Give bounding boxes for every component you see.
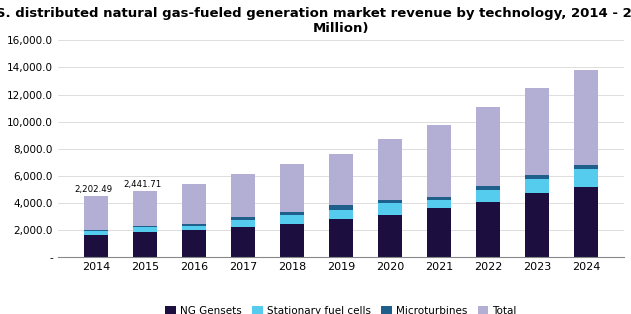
Bar bbox=[574, 165, 598, 169]
Bar bbox=[378, 203, 402, 215]
Bar bbox=[280, 224, 304, 257]
Bar bbox=[574, 187, 598, 257]
Bar bbox=[476, 190, 500, 202]
Bar bbox=[133, 227, 157, 232]
Bar bbox=[83, 235, 108, 257]
Bar bbox=[230, 220, 255, 227]
Bar bbox=[280, 215, 304, 224]
Bar bbox=[427, 208, 451, 257]
Bar bbox=[378, 200, 402, 203]
Bar bbox=[182, 226, 206, 230]
Bar bbox=[378, 139, 402, 200]
Bar bbox=[329, 219, 353, 257]
Bar bbox=[427, 197, 451, 200]
Bar bbox=[476, 107, 500, 186]
Bar bbox=[525, 89, 550, 175]
Bar bbox=[230, 174, 255, 217]
Bar bbox=[280, 212, 304, 215]
Bar bbox=[182, 224, 206, 226]
Bar bbox=[427, 200, 451, 208]
Bar bbox=[230, 217, 255, 220]
Bar bbox=[83, 230, 108, 231]
Bar bbox=[280, 164, 304, 212]
Text: 2,441.71: 2,441.71 bbox=[123, 180, 162, 189]
Bar bbox=[182, 184, 206, 224]
Bar bbox=[329, 205, 353, 209]
Bar bbox=[133, 191, 157, 225]
Bar bbox=[329, 209, 353, 219]
Bar bbox=[525, 175, 550, 179]
Bar bbox=[476, 186, 500, 190]
Bar bbox=[230, 227, 255, 257]
Bar bbox=[83, 231, 108, 235]
Bar bbox=[182, 230, 206, 257]
Bar bbox=[427, 125, 451, 197]
Bar bbox=[574, 70, 598, 165]
Bar bbox=[476, 202, 500, 257]
Bar bbox=[133, 225, 157, 227]
Title: U.S. distributed natural gas-fueled generation market revenue by technology, 201: U.S. distributed natural gas-fueled gene… bbox=[0, 7, 631, 35]
Bar bbox=[133, 232, 157, 257]
Bar bbox=[83, 196, 108, 230]
Bar bbox=[329, 154, 353, 205]
Bar bbox=[525, 179, 550, 193]
Bar bbox=[378, 215, 402, 257]
Legend: NG Gensets, Stationary fuel cells, Microturbines, Total: NG Gensets, Stationary fuel cells, Micro… bbox=[162, 302, 521, 314]
Bar bbox=[525, 193, 550, 257]
Bar bbox=[574, 169, 598, 187]
Text: 2,202.49: 2,202.49 bbox=[74, 185, 112, 194]
